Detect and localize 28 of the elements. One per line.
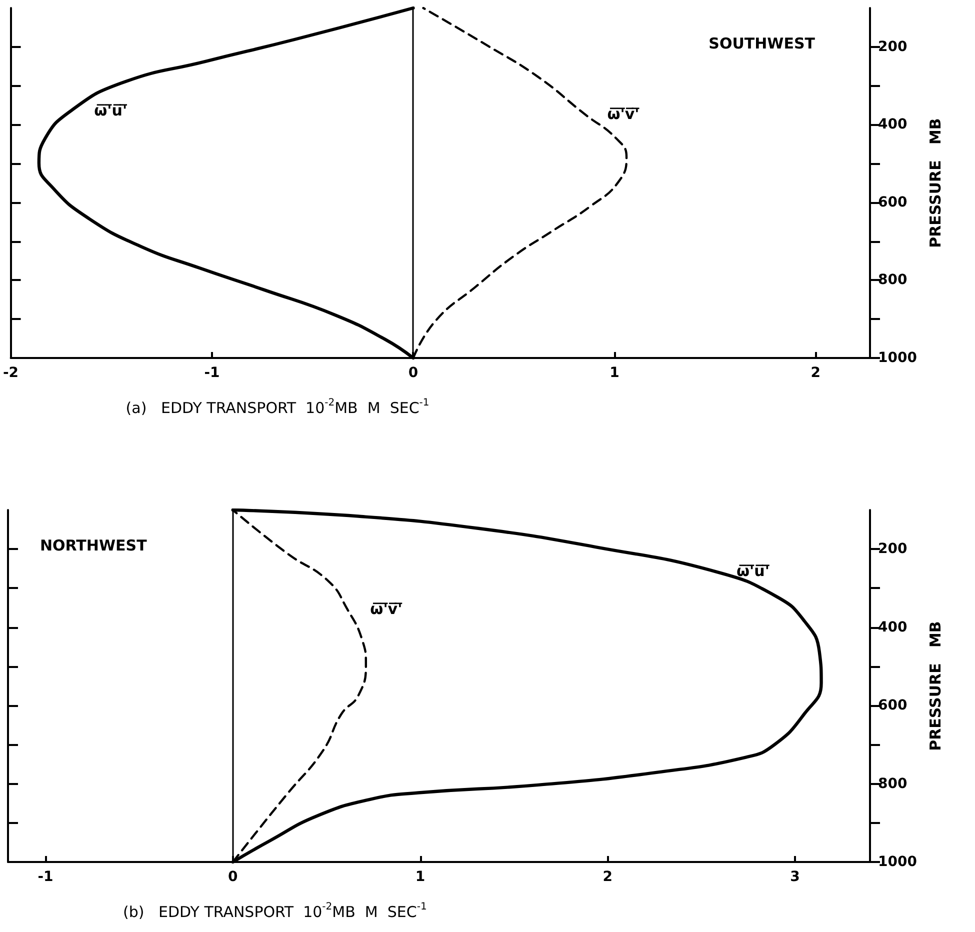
x-tick-label: 3 <box>790 869 800 885</box>
x-tick-label: 2 <box>810 365 821 381</box>
x-tick-label: 1 <box>415 869 426 885</box>
y-tick-label: 400 <box>878 619 908 636</box>
y-tick-label: 1000 <box>878 854 918 870</box>
series-label: ω̅'̅u̅'̅ <box>736 562 770 580</box>
x-tick-label: -2 <box>2 365 19 381</box>
x-tick-label: -1 <box>204 365 220 381</box>
x-tick-label: 1 <box>610 365 620 381</box>
y-tick-label: 800 <box>878 776 908 792</box>
y-tick-label: 200 <box>878 38 908 55</box>
series-label: ω̅'̅v̅'̅ <box>370 600 402 618</box>
annotation: SOUTHWEST <box>708 34 816 52</box>
y-axis-title: PRESSURE MB <box>926 621 944 751</box>
series-label: ω̅'̅v̅'̅ <box>607 104 640 123</box>
y-axis-title: PRESSURE MB <box>926 118 944 248</box>
y-tick-label: 400 <box>878 116 908 133</box>
y-tick-label: 200 <box>878 541 908 558</box>
y-tick-label: 800 <box>878 272 908 288</box>
y-tick-label: 600 <box>878 698 908 714</box>
y-tick-label: 1000 <box>878 350 918 366</box>
x-tick-label: -1 <box>38 869 54 885</box>
x-tick-label: 0 <box>408 365 418 381</box>
x-tick-label: 0 <box>228 869 238 885</box>
annotation: NORTHWEST <box>40 536 148 554</box>
series-label: ω̅'̅u̅'̅ <box>94 102 128 120</box>
y-tick-label: 600 <box>878 194 908 210</box>
x-tick-label: 2 <box>602 869 613 885</box>
